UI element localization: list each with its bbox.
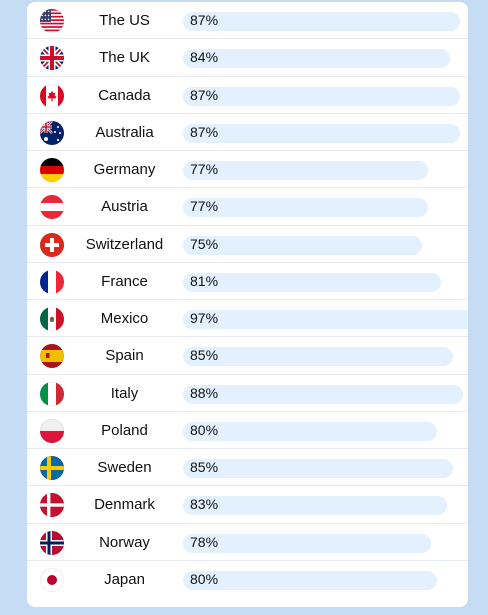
country-row: Switzerland 75% [27,226,468,263]
percentage-label: 84% [190,49,219,66]
country-name: Spain [105,347,144,365]
country-name: The UK [99,49,150,67]
percentage-bar [183,235,422,255]
country-row: Norway 78% [27,524,468,561]
percentage-label: 81% [190,272,219,289]
percentage-bar [183,123,460,143]
country-name: The US [99,12,150,29]
percentage-bar [183,12,460,31]
country-name: Italy [110,384,139,402]
poland-flag-icon [40,418,64,443]
germany-flag-icon [40,158,64,182]
country-name: Japan [104,570,145,588]
spain-flag-icon [40,344,64,369]
country-row: The UK 84% [27,39,468,77]
country-row: Canada 87% [27,77,468,114]
percentage-bar [183,272,441,292]
percentage-bar [183,310,468,329]
country-name: Germany [93,161,156,178]
percentage-label: 77% [190,198,219,215]
country-row: Mexico 97% [27,300,468,338]
country-name: Canada [98,86,151,104]
country-row: Sweden 85% [27,449,468,487]
percentage-bar [183,161,428,180]
country-row: Austria 77% [27,188,468,226]
uk-flag-icon [40,46,64,71]
percentage-bar [183,459,454,478]
percentage-label: 85% [190,459,219,475]
country-name: Australia [95,123,154,141]
country-name: Denmark [94,496,155,514]
country-row: Italy 88% [27,375,468,412]
country-row: France 81% [27,263,468,300]
percentage-label: 83% [190,496,219,513]
japan-flag-icon [40,567,64,592]
percentage-label: 80% [190,421,219,438]
country-row: The US 87% [27,2,468,40]
country-name: Austria [101,198,148,216]
country-name: Switzerland [85,235,164,253]
percentage-bar [183,49,451,69]
country-row: Poland 80% [27,412,468,449]
country-name: Sweden [97,459,152,476]
mexico-flag-icon [40,307,64,331]
denmark-flag-icon [40,493,64,518]
country-row: Spain 85% [27,337,468,375]
austria-flag-icon [40,195,64,220]
percentage-label: 78% [190,533,219,550]
country-percentage-list: The US 87% The UK 84% Canada 87% Australia 87% G… [27,2,468,607]
canada-flag-icon [40,83,64,108]
france-flag-icon [40,269,64,294]
country-row: Japan 80% [27,561,468,598]
country-row: Australia 87% [27,114,468,151]
percentage-label: 87% [190,123,219,140]
percentage-label: 88% [190,384,219,401]
country-name: Norway [99,533,150,551]
country-name: France [101,272,148,290]
percentage-bar [183,198,428,218]
percentage-label: 80% [190,570,219,587]
percentage-bar [183,384,463,404]
percentage-bar [183,86,460,106]
us-flag-icon [40,9,64,33]
australia-flag-icon [40,120,64,145]
norway-flag-icon [40,530,64,555]
country-row: Germany 77% [27,151,468,189]
country-row: Denmark 83% [27,486,468,524]
percentage-label: 97% [190,310,219,326]
percentage-bar [183,533,432,553]
percentage-label: 87% [190,86,219,103]
percentage-bar [183,496,447,516]
percentage-bar [183,347,454,367]
percentage-label: 87% [190,12,219,28]
percentage-label: 75% [190,235,219,252]
percentage-bar [183,421,438,441]
percentage-bar [183,570,438,590]
country-name: Poland [101,421,148,439]
italy-flag-icon [40,381,64,406]
percentage-label: 85% [190,347,219,364]
sweden-flag-icon [40,456,64,480]
switzerland-flag-icon [40,232,64,257]
country-name: Mexico [100,310,149,327]
percentage-label: 77% [190,161,219,177]
